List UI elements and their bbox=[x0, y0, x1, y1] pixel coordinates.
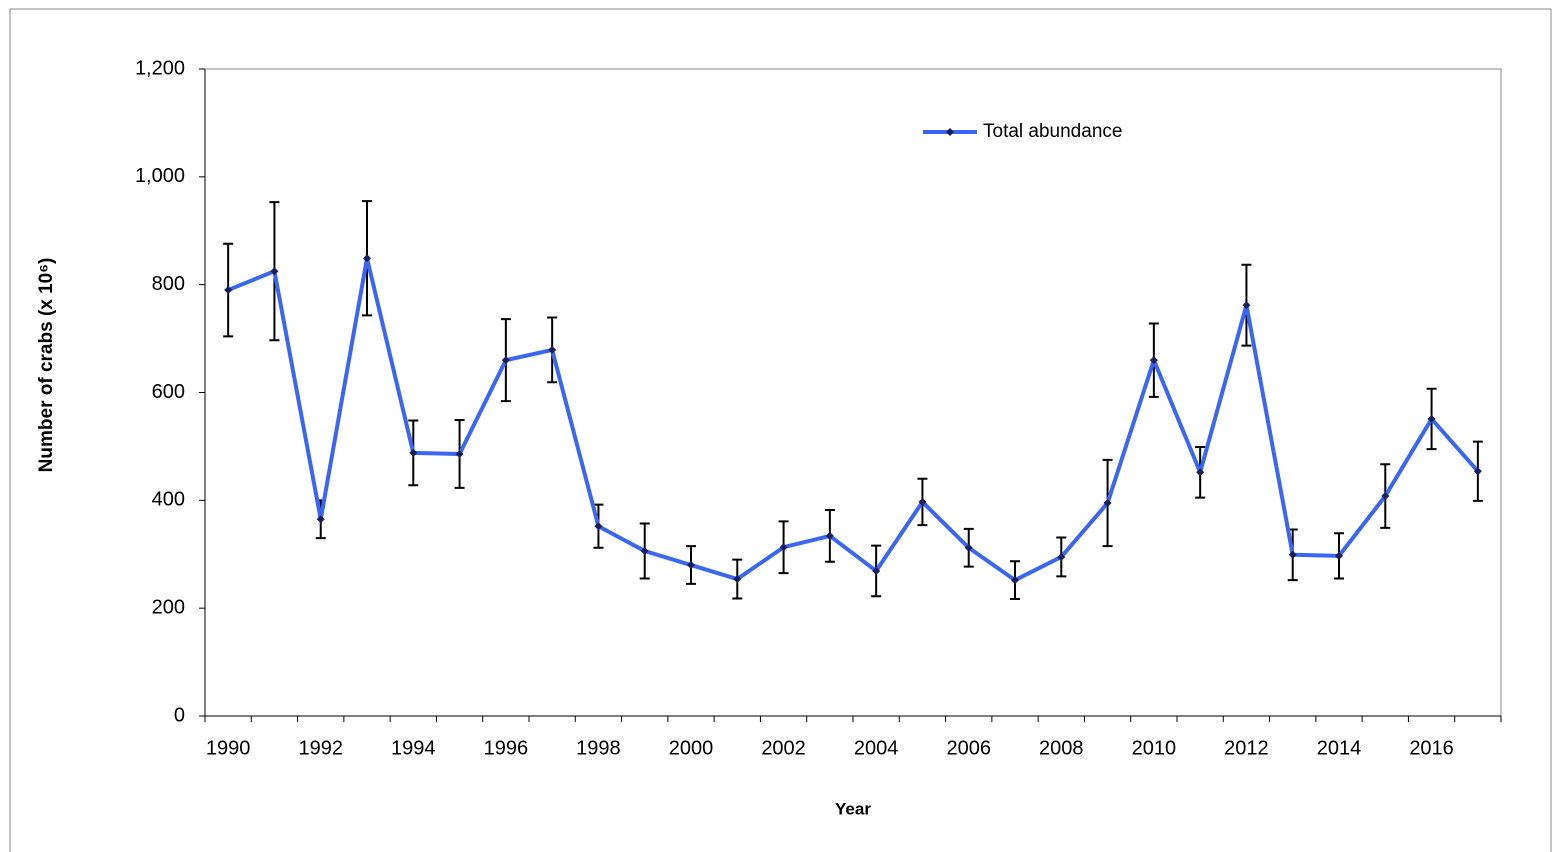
x-tick-label: 2014 bbox=[1317, 737, 1362, 759]
marker bbox=[1103, 499, 1112, 508]
marker bbox=[1288, 550, 1297, 559]
x-tick-label: 2008 bbox=[1039, 737, 1084, 759]
x-tick-label: 2000 bbox=[669, 737, 714, 759]
marker bbox=[687, 561, 695, 570]
marker bbox=[825, 531, 834, 540]
y-tick-label: 1,000 bbox=[135, 165, 185, 187]
marker bbox=[1057, 552, 1066, 561]
x-tick-label: 2012 bbox=[1224, 737, 1269, 759]
y-tick-label: 1,200 bbox=[135, 57, 185, 79]
legend-label: Total abundance bbox=[983, 121, 1122, 142]
marker bbox=[224, 286, 233, 295]
marker bbox=[501, 356, 510, 365]
x-tick-label: 2006 bbox=[946, 737, 991, 759]
x-tick-label: 1994 bbox=[391, 737, 436, 759]
x-axis-label: Year bbox=[835, 799, 871, 818]
x-tick-label: 2016 bbox=[1409, 737, 1454, 759]
marker bbox=[270, 267, 279, 276]
marker bbox=[1381, 492, 1390, 501]
y-tick-label: 200 bbox=[152, 596, 185, 618]
marker bbox=[779, 543, 788, 552]
x-tick-label: 1990 bbox=[206, 737, 251, 759]
marker bbox=[964, 543, 973, 552]
marker bbox=[640, 547, 649, 556]
marker bbox=[1149, 356, 1158, 365]
marker bbox=[594, 522, 603, 531]
y-tick-label: 0 bbox=[174, 704, 185, 726]
y-tick-label: 400 bbox=[152, 489, 185, 511]
x-tick-label: 1992 bbox=[298, 737, 343, 759]
marker bbox=[455, 449, 464, 458]
marker bbox=[548, 345, 557, 354]
x-tick-label: 2004 bbox=[854, 737, 899, 759]
legend-marker bbox=[946, 128, 954, 136]
marker bbox=[872, 566, 881, 575]
x-tick-label: 1998 bbox=[576, 737, 621, 759]
marker bbox=[1196, 468, 1205, 477]
x-tick-label: 2002 bbox=[761, 737, 806, 759]
line-series bbox=[227, 256, 1480, 583]
marker bbox=[918, 497, 927, 506]
marker bbox=[316, 515, 325, 524]
marker bbox=[409, 448, 418, 457]
x-tick-label: 2010 bbox=[1132, 737, 1177, 759]
x-tick-label: 1996 bbox=[484, 737, 529, 759]
y-tick-label: 600 bbox=[152, 381, 185, 403]
marker bbox=[1011, 576, 1019, 585]
marker bbox=[733, 575, 742, 584]
marker bbox=[363, 254, 371, 263]
marker bbox=[1242, 301, 1251, 310]
marker bbox=[1427, 414, 1436, 423]
marker bbox=[1335, 551, 1343, 560]
y-tick-label: 800 bbox=[152, 273, 185, 295]
marker bbox=[1473, 467, 1482, 476]
y-axis-label: Number of crabs (x 10⁶) bbox=[36, 258, 57, 473]
chart-border bbox=[9, 8, 1552, 852]
